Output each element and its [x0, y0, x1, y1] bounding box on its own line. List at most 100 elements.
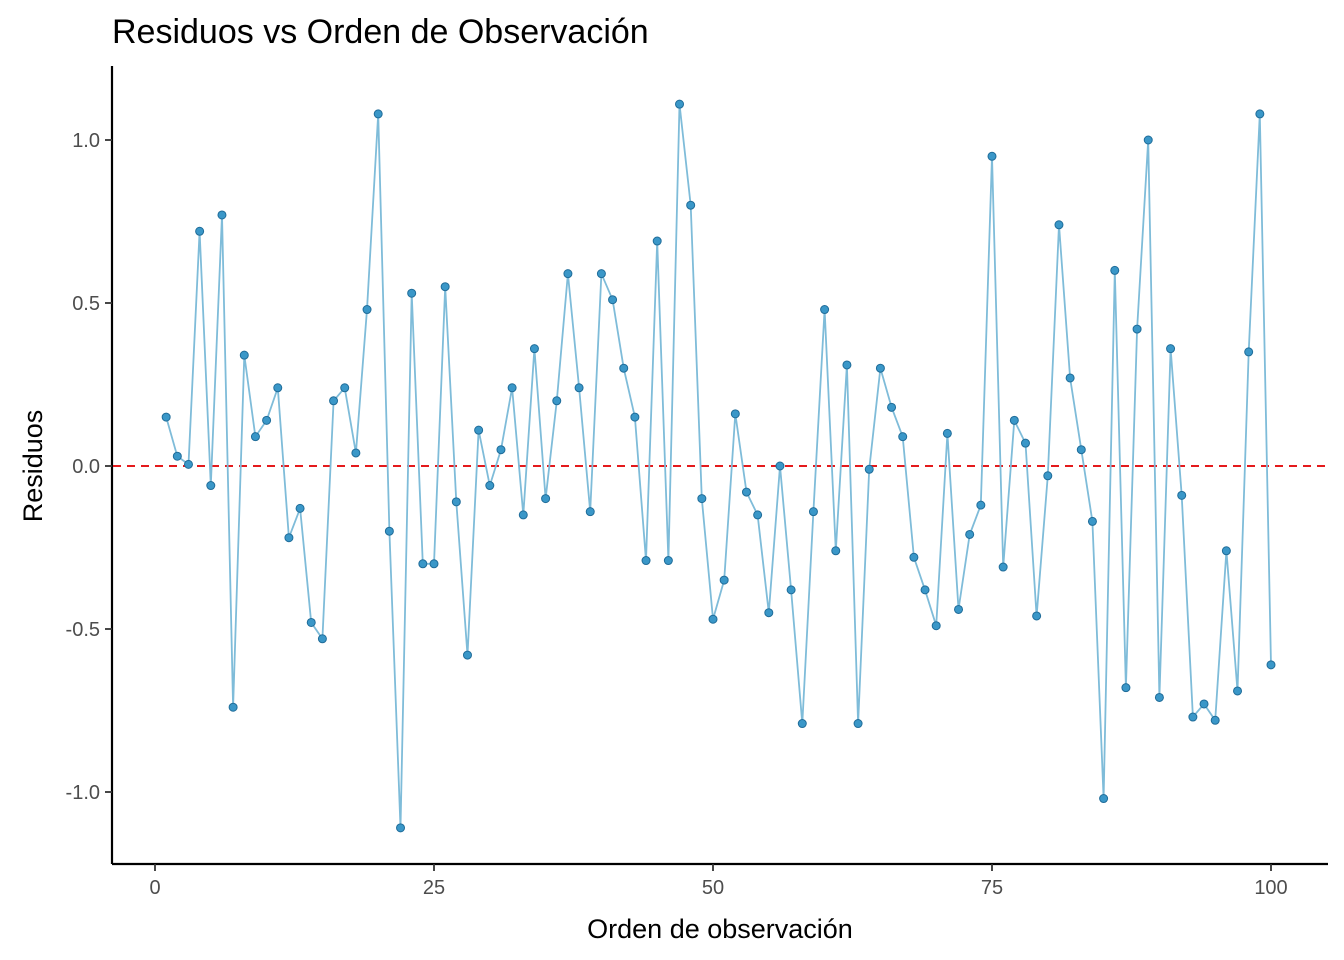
residual-point [195, 226, 205, 236]
residuals-line [165, 104, 1272, 828]
residual-point [741, 487, 751, 497]
residual-point [396, 823, 406, 833]
residual-point [507, 383, 517, 393]
residual-point [1244, 347, 1254, 357]
residual-point [1255, 109, 1265, 119]
residual-point [340, 383, 350, 393]
y-tick-label: -0.5 [66, 619, 100, 641]
residual-point [641, 556, 651, 566]
residual-point [730, 409, 740, 419]
residual-point [1009, 415, 1019, 425]
residual-point [853, 719, 863, 729]
residual-point [1110, 265, 1120, 275]
y-tick-label: 0.0 [72, 456, 100, 478]
residual-point [407, 288, 417, 298]
residual-point [608, 295, 618, 305]
residual-point [384, 526, 394, 536]
residual-point [552, 396, 562, 406]
residual-point [362, 305, 372, 315]
residual-point [775, 461, 785, 471]
residual-point [764, 608, 774, 618]
residual-point [1143, 135, 1153, 145]
residual-point [496, 445, 506, 455]
residual-point [418, 559, 428, 569]
chart-title: Residuos vs Orden de Observación [112, 13, 649, 51]
x-tick-label: 100 [1254, 877, 1287, 899]
residual-point [284, 533, 294, 543]
residual-point [529, 344, 539, 354]
residual-point [440, 282, 450, 292]
residual-point [239, 350, 249, 360]
y-tick-label: 1.0 [72, 130, 100, 152]
residual-point [1054, 220, 1064, 230]
y-tick-label: -1.0 [66, 782, 100, 804]
residual-point [652, 236, 662, 246]
residual-point [485, 481, 495, 491]
residual-point [663, 556, 673, 566]
residual-point [831, 546, 841, 556]
residual-point [1121, 683, 1131, 693]
residual-point [1032, 611, 1042, 621]
residual-point [1221, 546, 1231, 556]
residual-point [250, 432, 260, 442]
residual-point [675, 99, 685, 109]
residual-point [161, 412, 171, 422]
residual-point [351, 448, 361, 458]
residual-point [1076, 445, 1086, 455]
residual-point [719, 575, 729, 585]
residual-point [942, 428, 952, 438]
residual-point [1188, 712, 1198, 722]
residual-point [965, 529, 975, 539]
residual-point [998, 562, 1008, 572]
residual-point [585, 507, 595, 517]
residual-point [842, 360, 852, 370]
residual-point [183, 459, 193, 469]
residual-point [1065, 373, 1075, 383]
residual-point [596, 269, 606, 279]
residual-point [1210, 715, 1220, 725]
residual-point [451, 497, 461, 507]
residual-point [317, 634, 327, 644]
residual-point [708, 614, 718, 624]
x-tick-label: 0 [149, 877, 160, 899]
residual-point [373, 109, 383, 119]
residual-point [1020, 438, 1030, 448]
residual-point [898, 432, 908, 442]
residual-point [1233, 686, 1243, 696]
y-axis: -1.0 -0.5 0.0 0.5 1.0 [66, 66, 114, 864]
residual-point [217, 210, 227, 220]
residual-point [987, 151, 997, 161]
residual-point [474, 425, 484, 435]
residual-point [295, 503, 305, 513]
residual-point [808, 507, 818, 517]
residual-point [563, 269, 573, 279]
residual-point [909, 552, 919, 562]
residual-point [1177, 490, 1187, 500]
residual-point [1266, 660, 1276, 670]
residual-point [619, 363, 629, 373]
residual-point [786, 585, 796, 595]
residual-point [630, 412, 640, 422]
residual-point [1154, 692, 1164, 702]
x-axis-title: Orden de observación [587, 914, 853, 944]
residual-point [864, 464, 874, 474]
residual-point [518, 510, 528, 520]
x-tick-label: 50 [702, 877, 724, 899]
residual-point [1199, 699, 1209, 709]
residual-point [273, 383, 283, 393]
residual-point [697, 494, 707, 504]
residual-point [954, 604, 964, 614]
residual-point [1043, 471, 1053, 481]
residual-point [306, 617, 316, 627]
residual-point [1166, 344, 1176, 354]
residual-point [1099, 794, 1109, 804]
residual-point [1132, 324, 1142, 334]
x-tick-label: 75 [981, 877, 1003, 899]
residual-point [820, 305, 830, 315]
residual-point [887, 402, 897, 412]
residual-point [976, 500, 986, 510]
residual-points [161, 99, 1276, 833]
residual-point [1087, 516, 1097, 526]
residual-point [262, 415, 272, 425]
